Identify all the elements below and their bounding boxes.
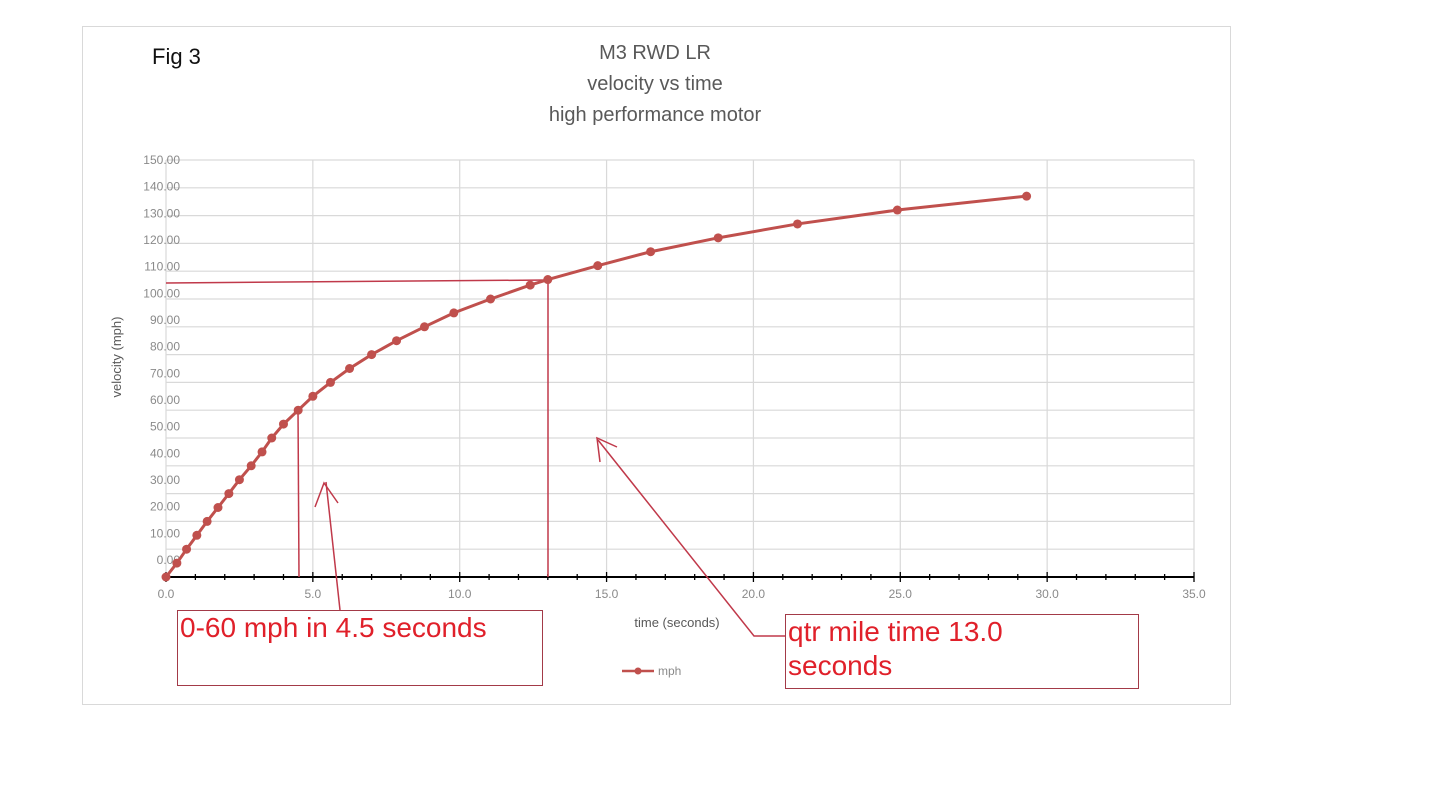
- y-tick-label: 150.00: [143, 153, 180, 167]
- data-point: [267, 433, 277, 443]
- data-point: [202, 516, 212, 526]
- data-point: [182, 544, 192, 554]
- y-tick-label: 100.00: [143, 286, 180, 300]
- qtr-mile-horizontal-line: [165, 279, 549, 284]
- y-axis-ticks: 0.0010.0020.0030.0040.0050.0060.0070.008…: [143, 153, 180, 567]
- data-point: [325, 377, 335, 387]
- data-point: [367, 350, 377, 360]
- zero-to-sixty-arrow-line: [325, 481, 341, 611]
- qtr-mile-arrowhead: [596, 436, 618, 463]
- data-point: [543, 275, 553, 285]
- annotation-lines: [165, 279, 786, 637]
- y-tick-label: 90.00: [150, 313, 180, 327]
- data-point: [293, 405, 303, 415]
- annotation-qtr-mile-line-2: seconds: [788, 650, 893, 681]
- data-point: [308, 391, 318, 401]
- data-point: [234, 475, 244, 485]
- data-point: [172, 558, 182, 568]
- data-point: [278, 419, 288, 429]
- y-tick-label: 40.00: [150, 446, 180, 460]
- annotation-qtr-mile: qtr mile time 13.0 seconds: [785, 614, 1139, 689]
- y-axis-title: velocity (mph): [109, 317, 124, 398]
- data-point: [192, 530, 202, 540]
- data-point: [345, 364, 355, 373]
- data-point: [161, 572, 171, 582]
- qtr-mile-arrow-line: [597, 439, 786, 637]
- data-point: [246, 461, 256, 471]
- zero-to-sixty-marker-line: [297, 408, 300, 578]
- annotation-zero-to-sixty: 0-60 mph in 4.5 seconds: [177, 610, 543, 686]
- annotation-zero-to-sixty-text: 0-60 mph in 4.5 seconds: [180, 612, 487, 643]
- x-tick-label: 25.0: [889, 587, 913, 601]
- y-tick-label: 50.00: [150, 420, 180, 434]
- y-tick-label: 140.00: [143, 180, 180, 194]
- x-tick-label: 0.0: [158, 587, 175, 601]
- data-point: [257, 447, 267, 457]
- chart-title-line-3: high performance motor: [548, 104, 762, 126]
- series-mph: [161, 191, 1032, 582]
- x-tick-label: 35.0: [1182, 587, 1206, 601]
- chart-title-line-2: velocity vs time: [587, 73, 723, 95]
- data-point: [646, 247, 656, 257]
- data-point: [486, 294, 496, 304]
- legend-label: mph: [658, 664, 682, 678]
- data-point: [224, 489, 234, 499]
- x-axis: 0.0 5.0 10.0 15.0 20.0 25.0 30.0 35.0: [158, 572, 1206, 601]
- x-tick-label: 10.0: [448, 587, 472, 601]
- data-point: [392, 336, 402, 346]
- y-tick-label: 20.00: [150, 500, 180, 514]
- y-tick-label: 10.00: [150, 526, 180, 540]
- y-tick-label: 110.00: [144, 260, 180, 274]
- x-tick-label: 15.0: [595, 587, 619, 601]
- x-tick-label: 5.0: [305, 587, 322, 601]
- gridlines: [165, 159, 1195, 577]
- legend: mph: [622, 664, 681, 678]
- data-point: [713, 233, 723, 243]
- figure-label: Fig 3: [152, 44, 201, 69]
- y-tick-label: 120.00: [143, 233, 180, 247]
- y-tick-label: 60.00: [150, 393, 180, 407]
- data-point: [792, 219, 802, 229]
- y-tick-label: 30.00: [150, 473, 180, 487]
- data-point: [525, 280, 535, 290]
- y-tick-label: 70.00: [150, 366, 180, 380]
- data-point: [449, 308, 459, 318]
- data-point: [213, 503, 223, 512]
- y-tick-label: 80.00: [150, 340, 180, 354]
- legend-line-marker-icon: [622, 667, 654, 675]
- data-point: [1022, 191, 1032, 201]
- chart-title-line-1: M3 RWD LR: [599, 42, 711, 64]
- x-axis-title: time (seconds): [634, 615, 719, 630]
- data-point: [419, 322, 429, 332]
- x-tick-label: 20.0: [742, 587, 766, 601]
- data-point: [892, 205, 902, 215]
- annotation-qtr-mile-line-1: qtr mile time 13.0: [788, 616, 1003, 647]
- chart-frame: [82, 26, 1231, 705]
- y-tick-label: 130.00: [143, 206, 180, 220]
- x-tick-label: 30.0: [1035, 587, 1059, 601]
- zero-to-sixty-arrowhead: [314, 481, 339, 508]
- data-point: [593, 261, 603, 271]
